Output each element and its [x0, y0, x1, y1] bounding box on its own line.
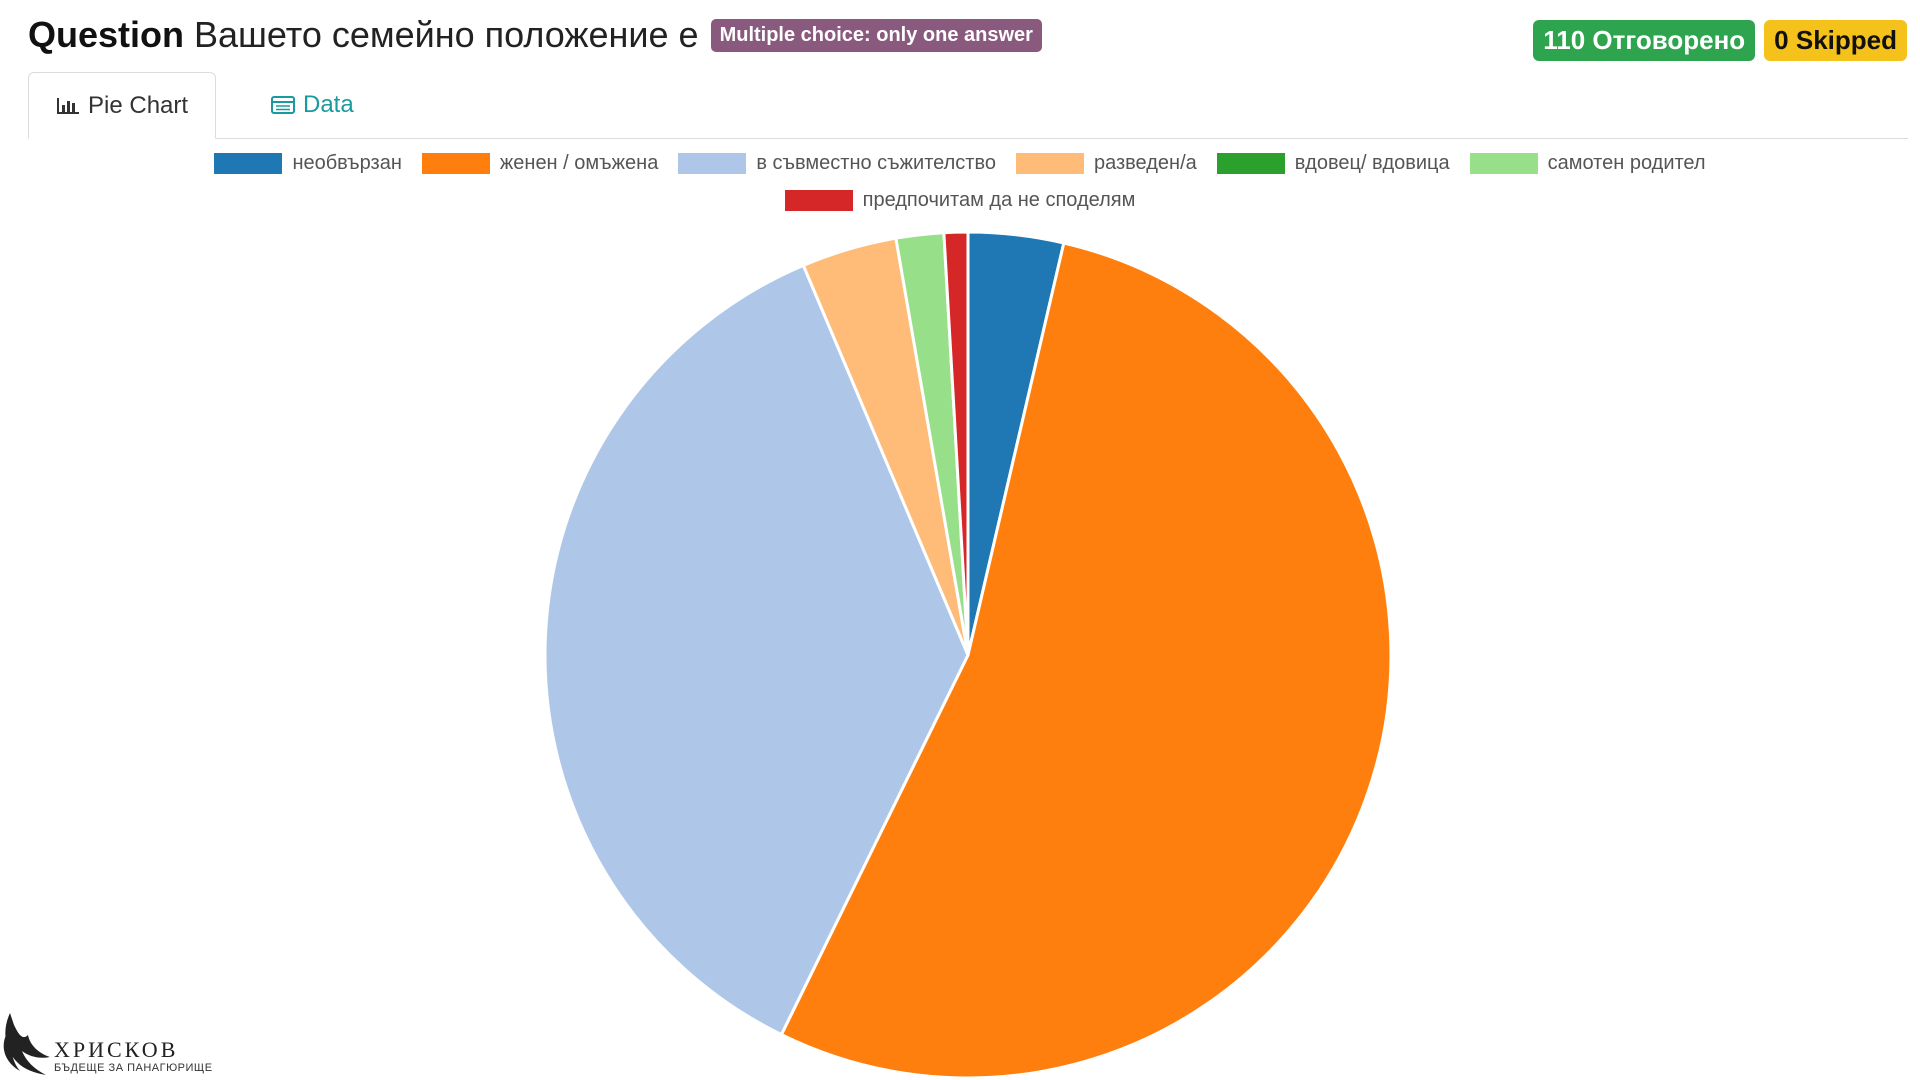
- question-header: Question Вашето семейно положение е Mult…: [28, 14, 1042, 56]
- legend-label: в съвместно съжителство: [756, 152, 996, 174]
- pie-slice-2[interactable]: [543, 263, 970, 1037]
- tab-data[interactable]: Data: [244, 72, 381, 138]
- legend-label: вдовец/ вдовица: [1294, 152, 1450, 174]
- logo-name: ХРИСКОВ: [54, 1037, 179, 1062]
- pie-slice-1[interactable]: [779, 241, 1393, 1080]
- logo-tagline: БЪДЕЩЕ ЗА ПАНАГЮРИЩЕ: [54, 1062, 213, 1074]
- legend-swatch: [214, 153, 283, 174]
- legend-item[interactable]: разведен/а: [1015, 152, 1197, 175]
- legend-label: необвързан: [292, 152, 402, 174]
- legend-label: женен / омъжена: [499, 152, 659, 174]
- legend-swatch: [1469, 153, 1538, 174]
- question-text: Вашето семейно положение е: [194, 14, 699, 55]
- answered-badge: 110 Отговорено: [1533, 20, 1756, 61]
- chart-tabs: Pie Chart Data: [28, 72, 1908, 139]
- question-label: Question: [28, 14, 185, 55]
- legend-item[interactable]: в съвместно съжителство: [678, 152, 996, 175]
- legend-item[interactable]: самотен родител: [1469, 152, 1706, 175]
- legend-label: разведен/а: [1093, 152, 1197, 174]
- response-counts: 110 Отговорено 0 Skipped: [1533, 20, 1907, 61]
- tab-pie-chart[interactable]: Pie Chart: [28, 72, 217, 139]
- table-icon: [271, 95, 295, 115]
- legend-swatch: [678, 153, 747, 174]
- legend-swatch: [421, 153, 490, 174]
- legend-item[interactable]: вдовец/ вдовица: [1216, 152, 1450, 175]
- legend-item[interactable]: женен / омъжена: [421, 152, 659, 175]
- pie-slice-6[interactable]: [942, 230, 970, 656]
- bar-chart-icon: [56, 96, 80, 116]
- hriskov-logo-icon: [3, 1013, 50, 1075]
- legend-swatch: [784, 190, 853, 211]
- legend-label: предпочитам да не споделям: [862, 189, 1136, 211]
- tab-pie-chart-label: Pie Chart: [88, 91, 189, 119]
- legend-item[interactable]: предпочитам да не споделям: [784, 189, 1136, 212]
- question-type-badge: Multiple choice: only one answer: [710, 18, 1042, 52]
- tab-data-label: Data: [303, 91, 354, 118]
- skipped-badge: 0 Skipped: [1764, 20, 1907, 61]
- legend-swatch: [1015, 153, 1084, 174]
- legend-item[interactable]: необвързан: [214, 152, 402, 175]
- legend-label: самотен родител: [1547, 152, 1706, 174]
- chart-legend: необвързан женен / омъжена в съвместно съж…: [0, 152, 1920, 212]
- legend-swatch: [1216, 153, 1285, 174]
